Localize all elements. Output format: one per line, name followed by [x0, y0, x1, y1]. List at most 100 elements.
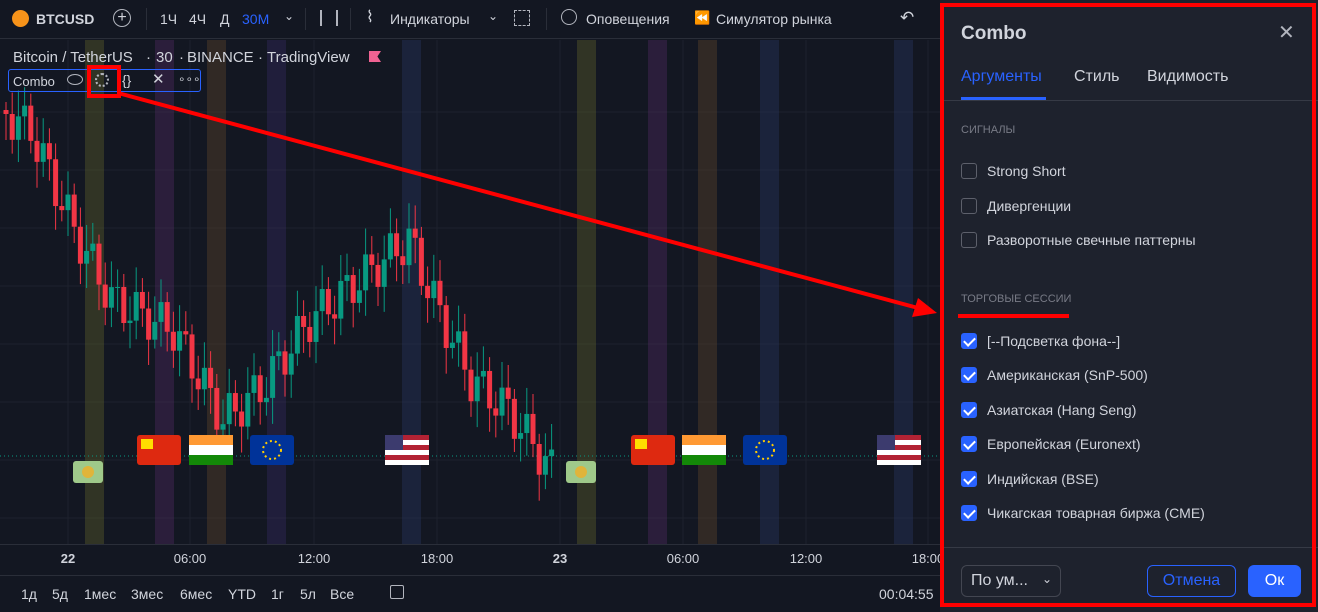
more[interactable]: ∘∘∘ [178, 72, 201, 86]
candle [53, 159, 59, 207]
source-code[interactable]: {} [122, 72, 132, 88]
candle [77, 226, 83, 264]
candle [369, 254, 375, 265]
range-button[interactable]: 6мес [180, 586, 213, 602]
checkbox[interactable] [961, 333, 977, 349]
chevron[interactable]: ⌄ [488, 9, 499, 23]
settings[interactable] [95, 73, 109, 87]
flag-us [877, 435, 921, 440]
defaults-text: По ум... [971, 572, 1028, 589]
candle [456, 331, 462, 343]
candle [301, 315, 307, 327]
checkbox[interactable] [961, 163, 977, 179]
candle [276, 351, 282, 357]
candle [381, 259, 387, 287]
candle [288, 353, 294, 375]
tab-active[interactable]: Аргументы [961, 68, 1042, 85]
chart-exchange: BINANCE [187, 49, 254, 66]
candle [499, 387, 505, 416]
interval[interactable]: Д [220, 11, 230, 27]
range-button[interactable]: 3мес [131, 586, 164, 602]
candle [189, 334, 195, 379]
chevron[interactable]: ⌄ [284, 9, 295, 23]
interval-active[interactable]: 30М [242, 11, 270, 27]
candle [115, 286, 121, 288]
tab[interactable]: Видимость [1147, 68, 1229, 85]
eye[interactable] [67, 74, 83, 85]
checkbox[interactable] [961, 232, 977, 248]
candle [232, 393, 238, 412]
interval[interactable]: 4Ч [189, 11, 207, 27]
cancel-button[interactable]: Отмена [1147, 565, 1236, 597]
range-button[interactable]: 5л [300, 586, 316, 602]
candle [387, 233, 393, 260]
checkbox[interactable] [961, 198, 977, 214]
session-band [207, 40, 226, 544]
flag-india [189, 435, 233, 445]
candle [3, 110, 9, 114]
indicator-name[interactable]: Combo [13, 74, 55, 89]
chart-source: TradingView [267, 49, 350, 66]
checkbox-label[interactable]: [--Подсветка фона--] [987, 333, 1121, 349]
flag-us [877, 455, 921, 460]
undo[interactable]: ↶ [900, 8, 915, 27]
candle [549, 449, 555, 457]
candle [400, 256, 406, 266]
goto-date[interactable] [390, 585, 404, 599]
range-button[interactable]: 5д [52, 586, 68, 602]
time-label: 18:00 [911, 551, 945, 566]
range-button[interactable]: 1д [21, 586, 37, 602]
candle [71, 194, 77, 227]
candle [146, 308, 152, 340]
flag-india [189, 445, 233, 455]
candle [257, 375, 263, 403]
candle [214, 387, 220, 430]
candle [493, 408, 499, 416]
symbol[interactable]: BTCUSD [36, 11, 95, 27]
range-button[interactable]: 1г [271, 586, 284, 602]
close[interactable]: ✕ [1278, 22, 1295, 44]
checkbox-label[interactable]: Дивергенции [987, 198, 1072, 214]
ok-button[interactable]: Ок [1248, 565, 1301, 597]
candle [170, 331, 176, 351]
checkbox[interactable] [961, 471, 977, 487]
range-button[interactable]: YTD [228, 586, 256, 602]
candle [263, 397, 269, 403]
alerts[interactable]: Оповещения [586, 11, 670, 27]
chart-type[interactable] [320, 10, 338, 26]
candle [356, 290, 362, 303]
candle [164, 302, 170, 332]
checkbox[interactable] [961, 367, 977, 383]
checkbox-label[interactable]: Индийская (BSE) [987, 471, 1099, 487]
checkbox-label[interactable]: Азиатская (Hang Seng) [987, 402, 1137, 418]
checkbox-label[interactable]: Чикагская товарная биржа (CME) [987, 505, 1205, 521]
candle [480, 370, 486, 377]
checkbox-label[interactable]: Strong Short [987, 163, 1066, 179]
candle [40, 143, 46, 162]
indicators[interactable]: Индикаторы [390, 11, 470, 27]
dot: · [179, 49, 184, 66]
checkbox-label[interactable]: Американская (SnP-500) [987, 367, 1148, 383]
candle [313, 311, 319, 342]
candle [332, 314, 338, 319]
remove[interactable]: ✕ [152, 71, 165, 88]
replay[interactable]: Симулятор рынка [716, 11, 832, 27]
add-symbol[interactable]: + [113, 9, 131, 27]
candle [220, 424, 226, 430]
flag-china-detail [141, 439, 153, 449]
layouts[interactable] [514, 10, 530, 26]
range-button[interactable]: 1мес [84, 586, 117, 602]
checkbox[interactable] [961, 436, 977, 452]
range-button[interactable]: Все [330, 586, 355, 602]
candle [431, 280, 437, 299]
checkbox[interactable] [961, 505, 977, 521]
defaults-select[interactable]: По ум... ⌄ [961, 565, 1061, 597]
interval[interactable]: 1Ч [160, 11, 178, 27]
flag-eu-stars [755, 440, 775, 460]
checkbox-label[interactable]: Европейская (Euronext) [987, 436, 1141, 452]
tab[interactable]: Стиль [1074, 68, 1120, 85]
candle [108, 287, 114, 308]
checkbox[interactable] [961, 402, 977, 418]
checkbox-label[interactable]: Разворотные свечные паттерны [987, 232, 1196, 248]
money-icon-detail [82, 466, 94, 478]
